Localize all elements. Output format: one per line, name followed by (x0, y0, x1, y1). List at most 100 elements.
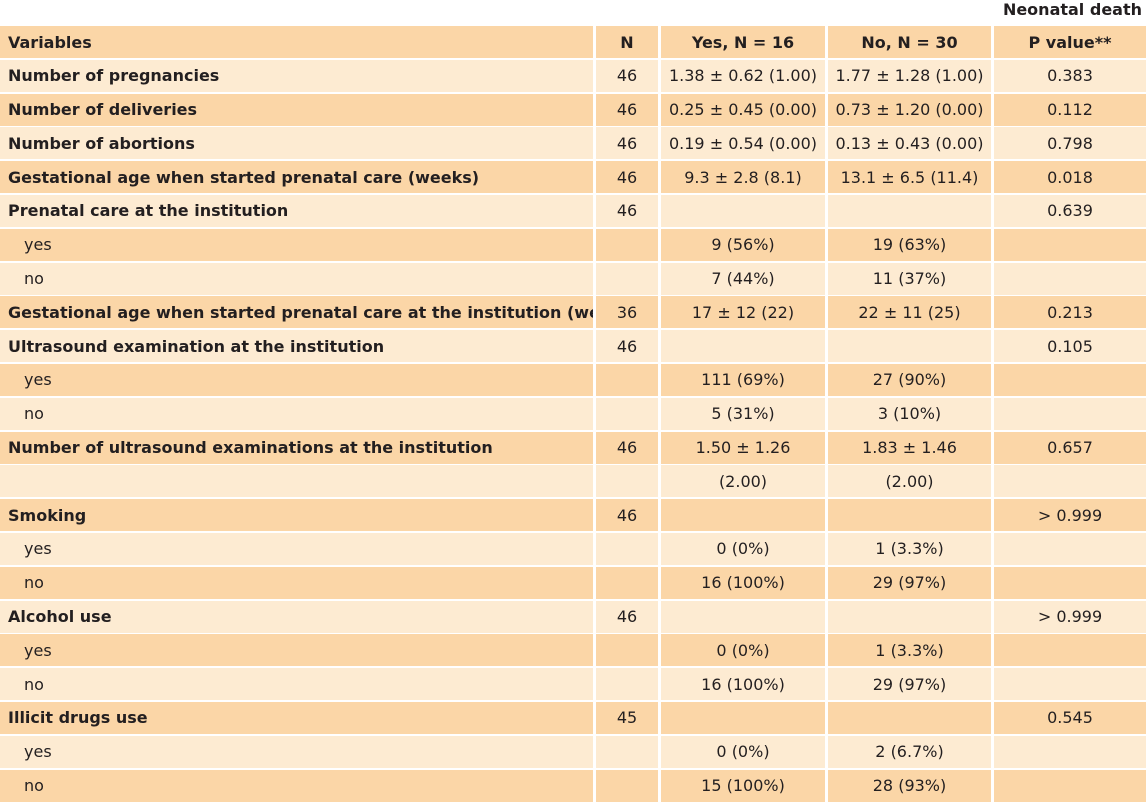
table-row: Number of ultrasound examinations at the… (0, 431, 1146, 464)
p-value-cell: 0.018 (994, 161, 1146, 194)
n-cell (596, 634, 658, 667)
n-cell: 45 (596, 701, 658, 734)
yes-cell: 1.50 ± 1.26 (661, 431, 825, 464)
yes-cell (661, 499, 825, 532)
variable-cell: Prenatal care at the institution (0, 194, 593, 227)
yes-cell: 7 (44%) (661, 262, 825, 295)
variable-cell: yes (0, 532, 593, 565)
variable-cell: yes (0, 228, 593, 261)
yes-cell: 0 (0%) (661, 735, 825, 768)
p-value-cell (994, 668, 1146, 701)
yes-cell: 0.19 ± 0.54 (0.00) (661, 127, 825, 160)
variable-cell: yes (0, 634, 593, 667)
table-row: Alcohol use 46 > 0.999 (0, 600, 1146, 633)
variable-cell: no (0, 262, 593, 295)
no-cell: 13.1 ± 6.5 (11.4) (828, 161, 991, 194)
yes-cell (661, 701, 825, 734)
variable-cell: Illicit drugs use (0, 701, 593, 734)
yes-cell: 0 (0%) (661, 532, 825, 565)
no-cell: 22 ± 11 (25) (828, 296, 991, 329)
variable-cell: Smoking (0, 499, 593, 532)
p-value-cell: 0.545 (994, 701, 1146, 734)
n-cell: 46 (596, 600, 658, 633)
table-row: no 5 (31%) 3 (10%) (0, 397, 1146, 430)
variable-cell: Gestational age when started prenatal ca… (0, 161, 593, 194)
yes-cell: 111 (69%) (661, 363, 825, 396)
table-row: no 16 (100%) 29 (97%) (0, 668, 1146, 701)
no-cell: 1.77 ± 1.28 (1.00) (828, 59, 991, 92)
variable-cell: yes (0, 363, 593, 396)
yes-cell (661, 600, 825, 633)
no-cell: 27 (90%) (828, 363, 991, 396)
p-value-cell (994, 566, 1146, 599)
n-cell (596, 465, 658, 498)
p-value-cell (994, 228, 1146, 261)
no-cell: 1 (3.3%) (828, 634, 991, 667)
n-cell (596, 397, 658, 430)
no-cell: (2.00) (828, 465, 991, 498)
p-value-cell (994, 735, 1146, 768)
variable-cell: Number of deliveries (0, 93, 593, 126)
n-cell: 46 (596, 161, 658, 194)
header-n: N (596, 26, 658, 58)
n-cell: 46 (596, 93, 658, 126)
variable-cell: no (0, 769, 593, 802)
table-row: no 7 (44%) 11 (37%) (0, 262, 1146, 295)
table-row: Number of pregnancies 46 1.38 ± 0.62 (1.00… (0, 59, 1146, 92)
no-cell: 29 (97%) (828, 566, 991, 599)
p-value-cell: 0.657 (994, 431, 1146, 464)
n-cell (596, 769, 658, 802)
no-cell (828, 194, 991, 227)
table-row: Gestational age when started prenatal ca… (0, 296, 1146, 329)
yes-cell: 17 ± 12 (22) (661, 296, 825, 329)
no-cell: 3 (10%) (828, 397, 991, 430)
no-cell (828, 701, 991, 734)
p-value-cell (994, 262, 1146, 295)
yes-cell: 16 (100%) (661, 566, 825, 599)
header-yes: Yes, N = 16 (661, 26, 825, 58)
table-row: (2.00) (2.00) (0, 465, 1146, 498)
no-cell: 0.73 ± 1.20 (0.00) (828, 93, 991, 126)
table-row: yes 0 (0%) 2 (6.7%) (0, 735, 1146, 768)
header-p-value: P value** (994, 26, 1146, 58)
table-row: yes 111 (69%) 27 (90%) (0, 363, 1146, 396)
no-cell (828, 499, 991, 532)
n-cell: 46 (596, 431, 658, 464)
p-value-cell: 0.112 (994, 93, 1146, 126)
table-body: Number of pregnancies 46 1.38 ± 0.62 (1.00… (0, 59, 1146, 802)
p-value-cell (994, 532, 1146, 565)
n-cell (596, 566, 658, 599)
table-row: Smoking 46 > 0.999 (0, 499, 1146, 532)
yes-cell: 9 (56%) (661, 228, 825, 261)
table-row: Illicit drugs use 45 0.545 (0, 701, 1146, 734)
p-value-cell (994, 363, 1146, 396)
variable-cell: no (0, 668, 593, 701)
p-value-cell: 0.383 (994, 59, 1146, 92)
variable-cell: Number of abortions (0, 127, 593, 160)
neonatal-death-title: Neonatal death (0, 0, 1146, 24)
p-value-cell: 0.798 (994, 127, 1146, 160)
yes-cell: 5 (31%) (661, 397, 825, 430)
p-value-cell (994, 634, 1146, 667)
yes-cell: (2.00) (661, 465, 825, 498)
variable-cell: Number of pregnancies (0, 59, 593, 92)
n-cell (596, 668, 658, 701)
variable-cell: yes (0, 735, 593, 768)
no-cell (828, 600, 991, 633)
table-row: Gestational age when started prenatal ca… (0, 161, 1146, 194)
table-row: Number of deliveries 46 0.25 ± 0.45 (0.00)… (0, 93, 1146, 126)
yes-cell: 16 (100%) (661, 668, 825, 701)
table-row: yes 0 (0%) 1 (3.3%) (0, 634, 1146, 667)
variable-cell: Gestational age when started prenatal ca… (0, 296, 593, 329)
p-value-cell: 0.213 (994, 296, 1146, 329)
table-row: Ultrasound examination at the institutio… (0, 330, 1146, 363)
no-cell: 29 (97%) (828, 668, 991, 701)
table-header-row: Variables N Yes, N = 16 No, N = 30 P val… (0, 26, 1146, 58)
table-row: no 15 (100%) 28 (93%) (0, 769, 1146, 802)
no-cell (828, 330, 991, 363)
no-cell: 1 (3.3%) (828, 532, 991, 565)
no-cell: 1.83 ± 1.46 (828, 431, 991, 464)
table-row: no 16 (100%) 29 (97%) (0, 566, 1146, 599)
n-cell: 36 (596, 296, 658, 329)
